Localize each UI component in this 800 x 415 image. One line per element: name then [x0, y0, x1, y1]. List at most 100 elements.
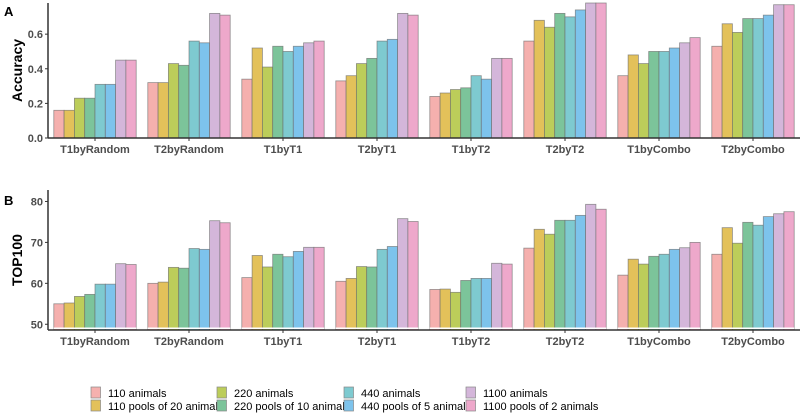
bar [167, 266, 180, 331]
bar [773, 4, 785, 139]
bar [125, 264, 137, 331]
bar [209, 220, 221, 331]
bar [554, 12, 566, 139]
bar [689, 241, 701, 331]
bar [313, 246, 325, 331]
bar [439, 92, 451, 139]
bar [386, 38, 398, 139]
bar [335, 80, 347, 139]
bar [261, 66, 274, 139]
bar [617, 75, 629, 139]
bar [303, 42, 315, 139]
bar [125, 59, 137, 139]
bar [638, 63, 650, 139]
bar [115, 59, 127, 139]
legend-label: 110 animals [108, 388, 167, 400]
bar [241, 78, 253, 139]
bar [303, 246, 315, 331]
bar [638, 263, 650, 331]
bar [460, 87, 472, 139]
legend-swatch [216, 399, 227, 412]
legend-swatch [90, 386, 101, 399]
bar [241, 277, 253, 331]
bar [523, 40, 535, 139]
bar [386, 246, 398, 331]
bar [345, 75, 357, 139]
bar [574, 214, 586, 331]
bar [376, 248, 388, 331]
bar [501, 57, 513, 139]
y-tick-label: 50 [31, 319, 43, 331]
bar [251, 47, 263, 139]
bar [648, 51, 660, 139]
bar [773, 213, 785, 331]
bar [63, 109, 75, 139]
bar [544, 233, 556, 331]
x-tick-label: T2byRandom [154, 336, 224, 348]
bar [783, 4, 795, 139]
legend-label: 220 animals [234, 388, 294, 400]
x-tick-label: T1byRandom [60, 144, 130, 156]
bar [732, 242, 744, 331]
panel-label: B [4, 193, 13, 208]
bar [523, 247, 535, 331]
x-tick-label: T1byT1 [264, 144, 303, 156]
bar [742, 221, 754, 331]
legend-label: 440 animals [361, 388, 421, 400]
legend-label: 110 pools of 20 animals [108, 401, 224, 413]
bar [261, 266, 274, 331]
x-tick-label: T1byT1 [264, 336, 303, 348]
bar [94, 83, 106, 139]
bar [762, 14, 774, 139]
bar [752, 18, 764, 139]
bar [147, 282, 159, 331]
bar [188, 248, 200, 331]
bar [554, 219, 566, 331]
bar [251, 255, 263, 331]
bar [752, 224, 764, 331]
legend-label: 220 pools of 10 animals [234, 401, 351, 413]
bar [721, 23, 733, 139]
x-tick-label: T2byCombo [721, 336, 785, 348]
legend-swatch [90, 399, 101, 412]
bar [282, 256, 294, 331]
x-tick-label: T1byT2 [452, 144, 491, 156]
y-tick-label: 60 [31, 278, 43, 290]
x-tick-label: T2byRandom [154, 144, 224, 156]
bar [627, 54, 639, 139]
bar [460, 280, 472, 331]
y-tick-label: 0.2 [28, 98, 43, 110]
bar [157, 82, 169, 139]
bar [219, 14, 231, 139]
bar [366, 57, 378, 139]
panel-b: B TOP100 50 60 70 80 T1byRandom T2byRandom T1byT… [4, 190, 800, 348]
bar [53, 109, 65, 139]
bar [292, 251, 304, 331]
bar [564, 219, 576, 331]
bar [313, 40, 325, 139]
bar [147, 82, 159, 139]
bar [658, 51, 670, 139]
bar [272, 45, 284, 139]
legend-swatch [343, 399, 354, 412]
bar [679, 42, 691, 139]
x-tick-label: T2byCombo [721, 144, 785, 156]
bar [449, 291, 462, 331]
x-tick-label: T2byT1 [358, 144, 397, 156]
x-tick-label: T1byCombo [627, 144, 691, 156]
bar [585, 203, 597, 331]
bar [491, 262, 503, 331]
bar [595, 2, 607, 139]
bar [397, 218, 409, 331]
bar [178, 267, 190, 331]
x-tick-label: T1byT2 [452, 336, 491, 348]
bar [480, 78, 492, 139]
legend-swatch [465, 386, 476, 399]
bar [648, 255, 660, 331]
bar [407, 221, 419, 331]
bar [429, 289, 441, 331]
y-tick-label: 0.4 [28, 64, 44, 76]
bar [679, 247, 691, 331]
